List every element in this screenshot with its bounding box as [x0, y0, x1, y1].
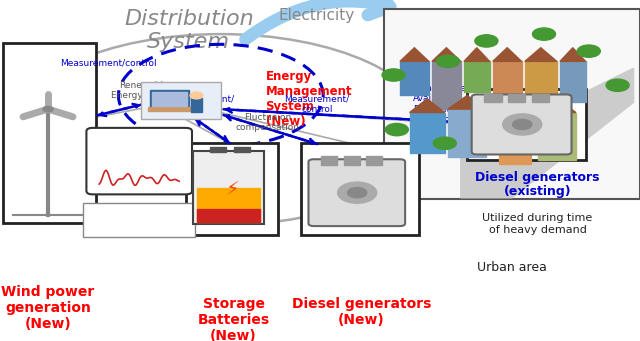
FancyBboxPatch shape [86, 128, 192, 194]
Circle shape [436, 55, 460, 68]
Polygon shape [410, 99, 445, 113]
Bar [410, 113, 445, 153]
Text: Utilized during time
of heavy demand: Utilized during time of heavy demand [483, 213, 593, 235]
Bar [148, 107, 196, 111]
Bar [525, 61, 557, 95]
Text: Measurement
Availability
Fluctuation
Compensation: Measurement Availability Fluctuation Com… [413, 84, 478, 124]
Polygon shape [448, 95, 486, 109]
Bar [560, 61, 586, 102]
Bar [464, 61, 490, 92]
Bar [210, 147, 226, 152]
Polygon shape [538, 99, 576, 113]
FancyBboxPatch shape [3, 43, 96, 223]
Bar [197, 188, 260, 222]
Text: Urban area: Urban area [477, 261, 547, 274]
Circle shape [43, 106, 53, 112]
Circle shape [577, 45, 600, 57]
Bar [191, 98, 202, 112]
Text: Diesel generators
(existing): Diesel generators (existing) [476, 170, 600, 198]
Circle shape [606, 79, 629, 91]
Circle shape [475, 35, 498, 47]
Polygon shape [432, 48, 461, 61]
Circle shape [348, 188, 367, 198]
Text: Storage
Batteries
(New): Storage Batteries (New) [198, 297, 269, 341]
Bar [321, 156, 337, 165]
Bar [197, 209, 260, 222]
Circle shape [433, 137, 456, 149]
Circle shape [503, 114, 541, 135]
Text: Distribution
System: Distribution System [124, 9, 253, 52]
FancyBboxPatch shape [83, 203, 195, 237]
Polygon shape [461, 68, 634, 198]
Bar [493, 61, 522, 106]
Text: Measurement/
control: Measurement/ control [284, 94, 349, 114]
Text: Renewable
Energy Supply: Renewable Energy Supply [111, 81, 177, 100]
Bar [400, 61, 429, 95]
Circle shape [513, 119, 532, 130]
FancyBboxPatch shape [186, 143, 278, 235]
Text: Output
fluctuates: Output fluctuates [106, 137, 169, 159]
Polygon shape [464, 48, 490, 61]
Text: Measurement/control: Measurement/control [61, 59, 157, 68]
FancyBboxPatch shape [193, 151, 264, 224]
Bar [532, 94, 549, 102]
Bar [484, 94, 502, 102]
Bar [432, 61, 461, 109]
Circle shape [385, 123, 408, 136]
FancyArrowPatch shape [245, 0, 390, 39]
Circle shape [382, 69, 405, 81]
FancyBboxPatch shape [472, 94, 572, 154]
Bar [234, 147, 250, 152]
Bar [448, 109, 486, 157]
Polygon shape [525, 48, 557, 61]
Text: Diesel generators
(New): Diesel generators (New) [292, 297, 431, 327]
Circle shape [190, 92, 203, 99]
Polygon shape [560, 48, 586, 61]
Polygon shape [400, 48, 429, 61]
Text: Measurement/
control: Measurement/ control [169, 94, 234, 114]
FancyBboxPatch shape [308, 159, 405, 226]
Polygon shape [493, 48, 522, 61]
Text: Electricity: Electricity [278, 8, 355, 23]
Circle shape [338, 182, 376, 203]
Text: Energy
Management
System
(New): Energy Management System (New) [266, 70, 352, 128]
Text: Fluctuaion
compensation: Fluctuaion compensation [236, 113, 300, 132]
FancyBboxPatch shape [301, 143, 419, 235]
Text: ⚡: ⚡ [225, 180, 239, 199]
Bar [499, 109, 531, 164]
Text: Wind power
generation
(New): Wind power generation (New) [1, 285, 95, 331]
Bar [344, 156, 360, 165]
Bar [538, 113, 576, 160]
FancyBboxPatch shape [467, 89, 586, 160]
Bar [152, 92, 187, 106]
FancyBboxPatch shape [141, 82, 221, 119]
Polygon shape [499, 95, 531, 109]
Bar [366, 156, 382, 165]
FancyBboxPatch shape [384, 9, 640, 199]
Text: · Output fluctuations
(long term,short term): · Output fluctuations (long term,short t… [87, 204, 188, 223]
Bar [150, 90, 189, 107]
Bar [508, 94, 525, 102]
Circle shape [532, 28, 556, 40]
